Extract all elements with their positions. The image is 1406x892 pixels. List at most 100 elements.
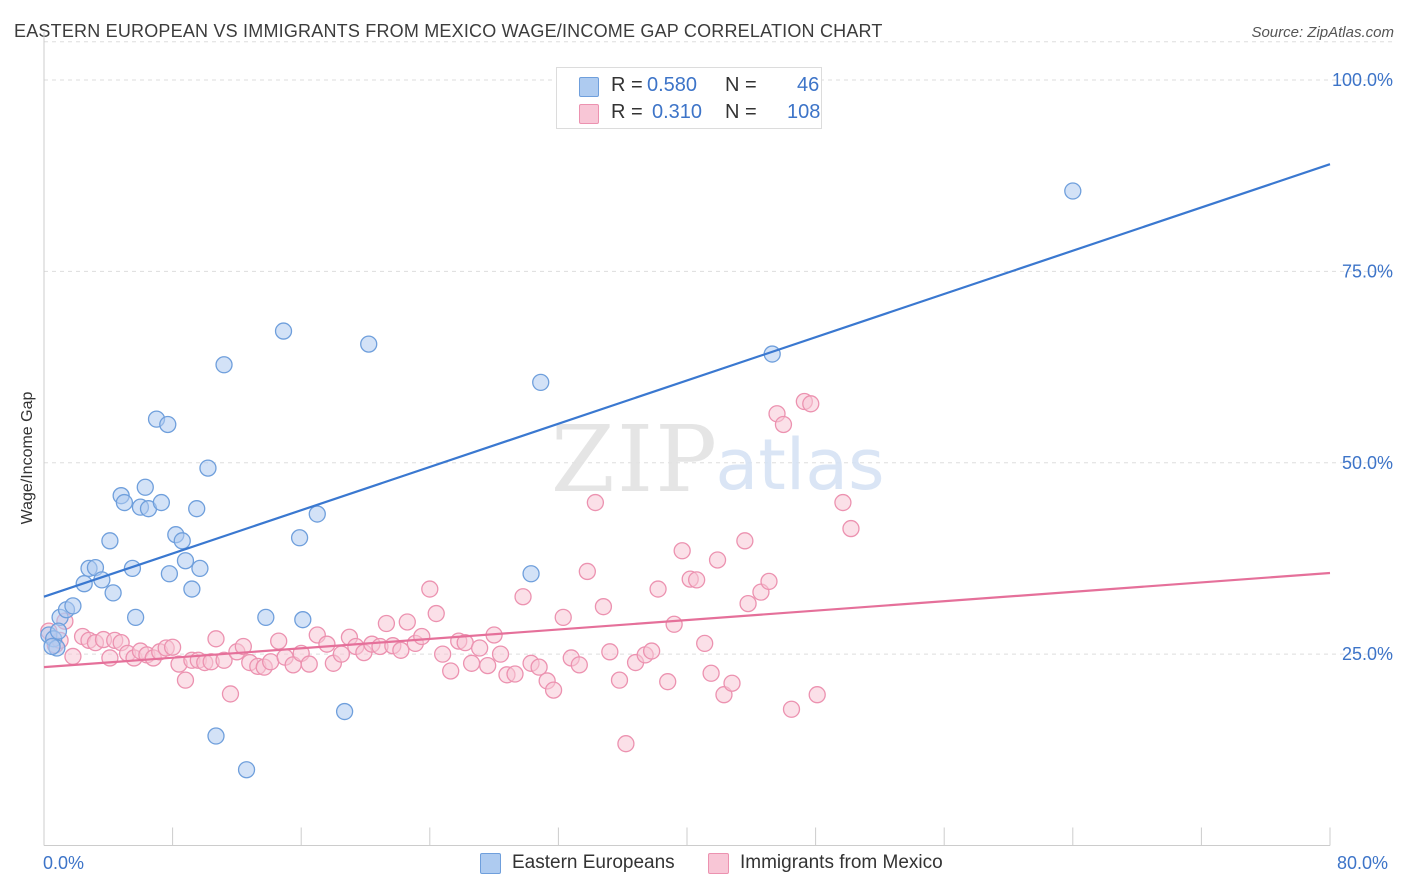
- axes: [43, 31, 1331, 846]
- legend-n-value: 108: [787, 101, 821, 123]
- data-point: [617, 735, 635, 753]
- data-point: [470, 639, 489, 657]
- data-point: [506, 665, 524, 683]
- data-point: [514, 588, 532, 606]
- gridlines: [44, 41, 1392, 655]
- legend-n-value: 46: [797, 74, 820, 96]
- y-tick-label: 25.0%: [1342, 644, 1393, 664]
- data-point: [49, 622, 68, 640]
- data-point: [532, 373, 550, 392]
- legend-r-label: R =: [611, 101, 643, 123]
- data-point: [723, 674, 741, 692]
- data-point: [554, 608, 572, 627]
- data-point: [491, 645, 510, 663]
- data-point: [398, 613, 416, 631]
- correlation-legend: R = 0.580 N = 46 R = 0.310 N = 108: [556, 67, 822, 129]
- data-point: [176, 552, 195, 570]
- data-point: [377, 614, 396, 633]
- bottom-legend-label: Immigrants from Mexico: [740, 852, 943, 873]
- data-point: [237, 761, 256, 779]
- data-point: [318, 635, 336, 653]
- data-point: [207, 727, 225, 745]
- data-point: [842, 519, 860, 538]
- legend-swatch-blue: [579, 77, 599, 97]
- data-point: [115, 493, 134, 512]
- data-point: [522, 565, 540, 583]
- data-point: [696, 634, 714, 653]
- data-point: [834, 493, 852, 512]
- data-point: [782, 700, 801, 718]
- data-point: [159, 415, 177, 434]
- data-point: [43, 637, 61, 656]
- data-point: [215, 651, 233, 669]
- bottom-legend-swatch-pink: [708, 853, 729, 874]
- data-point: [649, 580, 667, 598]
- trend-line-immigrants-from-mexico: [43, 571, 1331, 669]
- data-point: [160, 565, 179, 583]
- data-point: [64, 597, 82, 615]
- data-point: [1064, 182, 1082, 200]
- data-point: [332, 645, 351, 663]
- data-point: [570, 656, 588, 674]
- data-point: [702, 664, 720, 682]
- bottom-legend-label: Eastern Europeans: [512, 852, 675, 873]
- data-point: [427, 604, 445, 623]
- data-point: [774, 415, 793, 434]
- data-point: [199, 459, 217, 477]
- data-point: [586, 493, 605, 512]
- trend-lines: [43, 163, 1331, 669]
- x-axis-max-label: 80.0%: [1337, 853, 1389, 873]
- data-point: [736, 532, 754, 550]
- y-tick-label: 75.0%: [1342, 261, 1393, 281]
- data-point: [215, 356, 233, 374]
- data-point: [173, 532, 191, 550]
- data-point: [530, 658, 548, 676]
- data-point: [802, 395, 820, 413]
- data-point: [421, 580, 439, 598]
- legend-r-value: 0.580: [647, 74, 698, 96]
- data-point: [673, 542, 691, 560]
- watermark: ZIP atlas: [551, 406, 885, 513]
- data-point: [360, 335, 378, 353]
- data-point: [659, 673, 677, 691]
- data-point: [104, 584, 122, 602]
- source-label: Source: ZipAtlas.com: [1251, 24, 1394, 41]
- data-point: [270, 632, 288, 650]
- data-point: [610, 671, 629, 689]
- data-point: [434, 645, 452, 663]
- data-point: [188, 500, 206, 518]
- data-point: [601, 643, 619, 661]
- watermark-atlas: atlas: [715, 424, 884, 506]
- data-point: [479, 656, 497, 675]
- data-point: [708, 551, 727, 569]
- data-point: [136, 478, 154, 496]
- data-point: [308, 505, 326, 523]
- data-point: [262, 653, 280, 671]
- data-point: [578, 562, 596, 581]
- data-point: [183, 580, 201, 598]
- legend-n-label: N =: [725, 101, 757, 123]
- legend-n-label: N =: [725, 74, 757, 96]
- legend-r-label: R =: [611, 74, 643, 96]
- bottom-legend-swatch-blue: [480, 853, 501, 874]
- x-axis-min-label: 0.0%: [43, 853, 85, 873]
- data-point: [101, 532, 119, 550]
- data-point: [642, 642, 661, 660]
- data-point: [274, 322, 293, 340]
- y-tick-labels: 25.0% 50.0% 75.0% 100.0%: [1332, 70, 1393, 664]
- data-point: [687, 571, 706, 589]
- data-point: [544, 681, 563, 699]
- chart-title: EASTERN EUROPEAN VS IMMIGRANTS FROM MEXI…: [14, 21, 883, 41]
- data-point: [300, 655, 318, 673]
- data-point: [126, 608, 145, 627]
- trend-line-eastern-europeans: [43, 163, 1331, 598]
- data-point: [234, 637, 252, 656]
- data-point: [739, 594, 757, 613]
- data-point: [442, 662, 460, 680]
- y-tick-label: 50.0%: [1342, 453, 1393, 473]
- data-point: [191, 559, 209, 578]
- data-point: [152, 493, 170, 512]
- data-point: [64, 647, 82, 666]
- legend-r-value: 0.310: [652, 101, 703, 123]
